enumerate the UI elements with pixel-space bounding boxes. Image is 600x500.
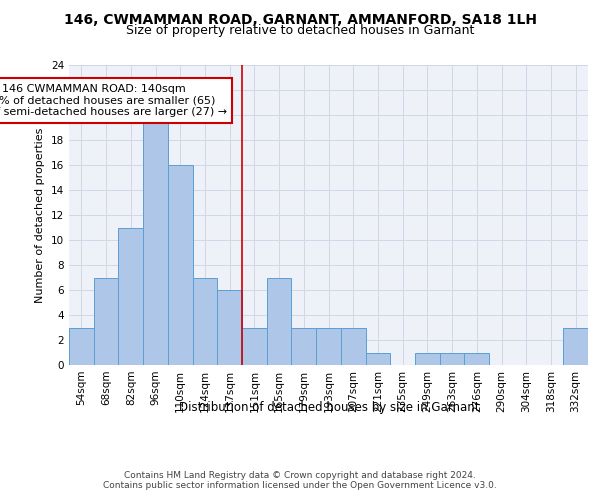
Bar: [563, 328, 588, 365]
Bar: [168, 165, 193, 365]
Bar: [292, 328, 316, 365]
Bar: [365, 352, 390, 365]
Bar: [464, 352, 489, 365]
Bar: [440, 352, 464, 365]
Text: 146 CWMAMMAN ROAD: 140sqm
← 71% of detached houses are smaller (65)
29% of semi-: 146 CWMAMMAN ROAD: 140sqm ← 71% of detac…: [0, 84, 227, 117]
Bar: [69, 328, 94, 365]
Bar: [316, 328, 341, 365]
Bar: [415, 352, 440, 365]
Text: Distribution of detached houses by size in Garnant: Distribution of detached houses by size …: [179, 401, 479, 414]
Bar: [242, 328, 267, 365]
Bar: [217, 290, 242, 365]
Text: 146, CWMAMMAN ROAD, GARNANT, AMMANFORD, SA18 1LH: 146, CWMAMMAN ROAD, GARNANT, AMMANFORD, …: [64, 12, 536, 26]
Y-axis label: Number of detached properties: Number of detached properties: [35, 128, 46, 302]
Bar: [341, 328, 365, 365]
Bar: [193, 278, 217, 365]
Bar: [118, 228, 143, 365]
Bar: [94, 278, 118, 365]
Text: Size of property relative to detached houses in Garnant: Size of property relative to detached ho…: [126, 24, 474, 37]
Bar: [143, 115, 168, 365]
Bar: [267, 278, 292, 365]
Text: Contains HM Land Registry data © Crown copyright and database right 2024.
Contai: Contains HM Land Registry data © Crown c…: [103, 470, 497, 490]
